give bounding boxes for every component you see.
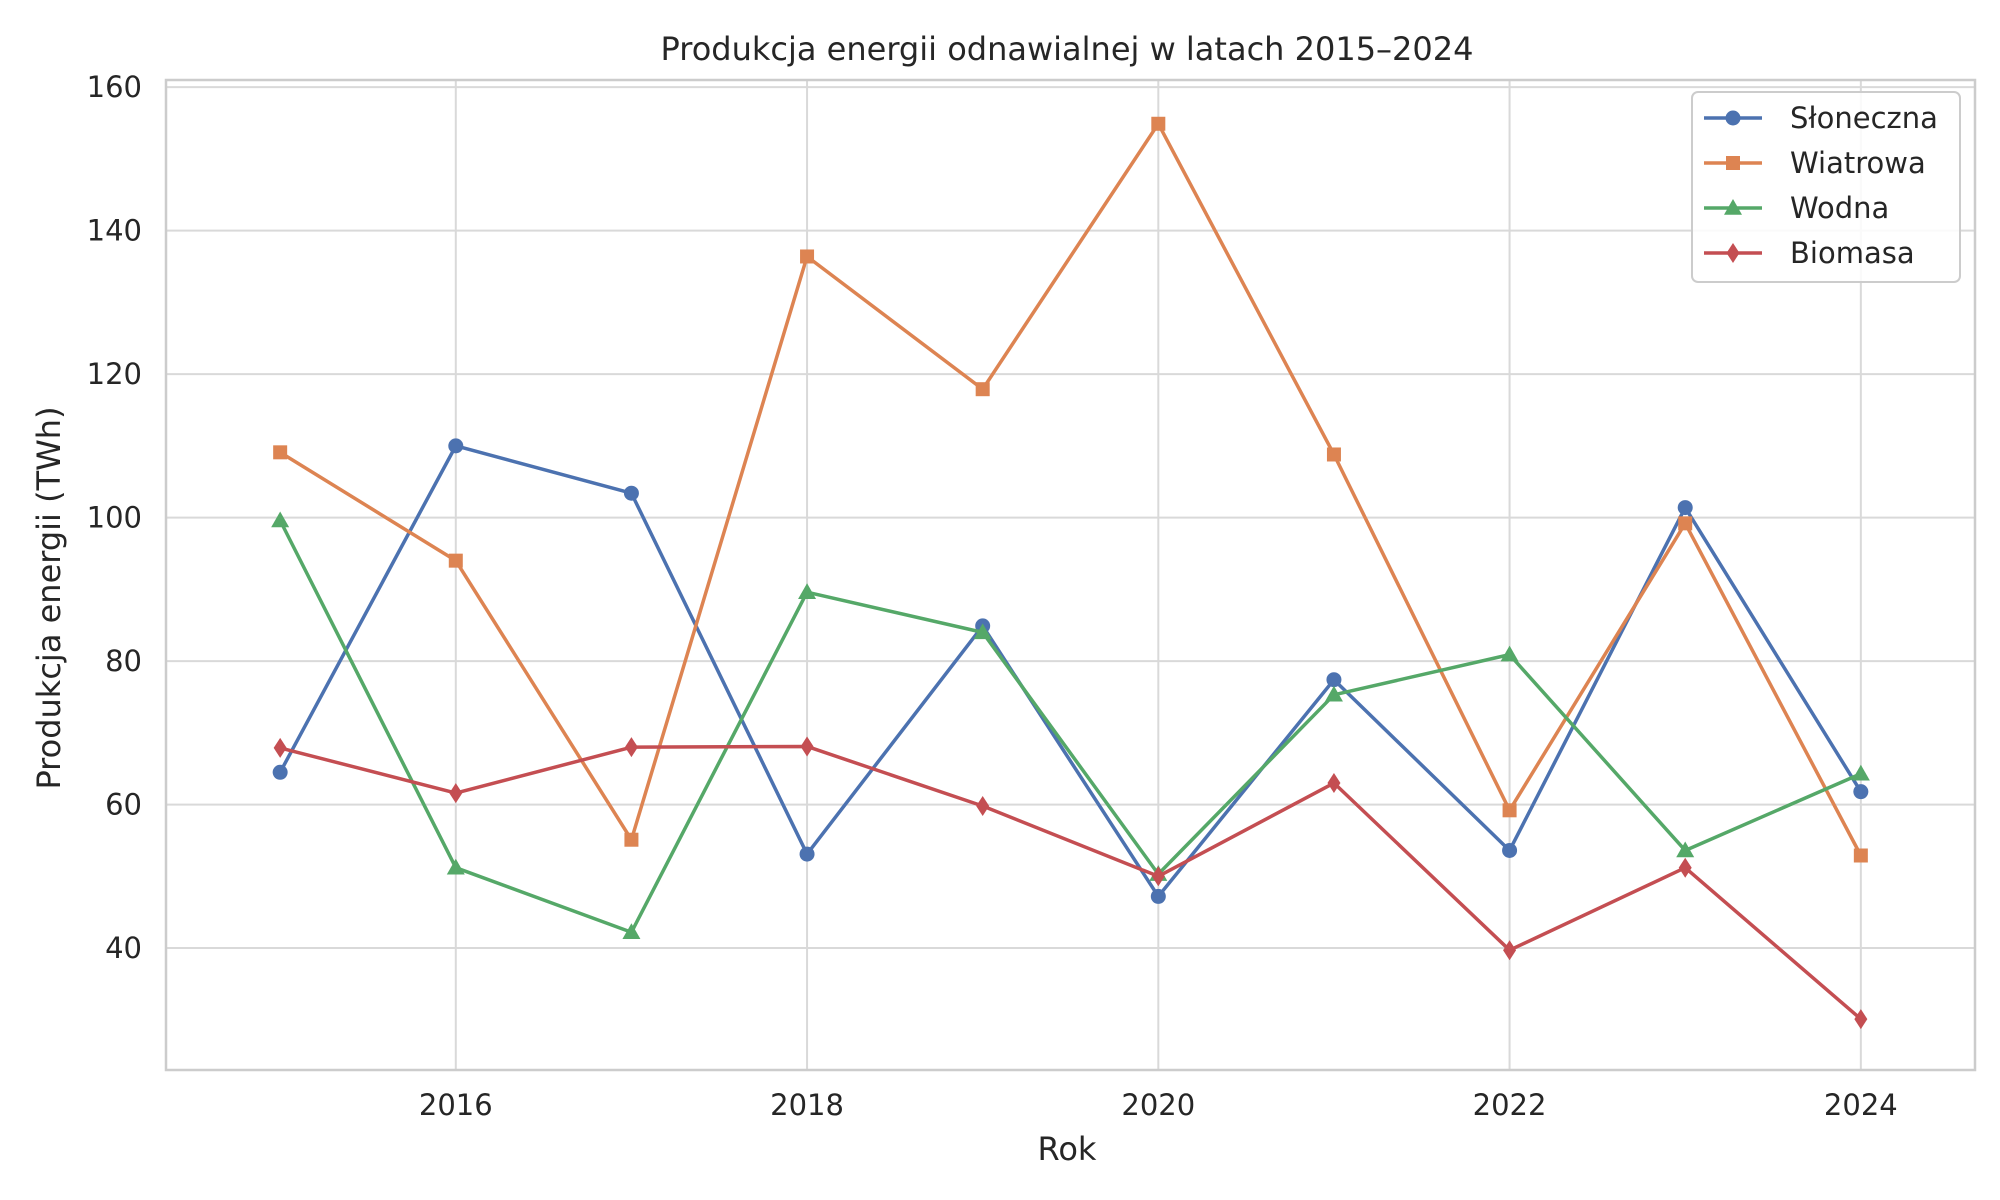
y-tick-label: 120: [87, 357, 142, 391]
legend-marker: [1724, 199, 1742, 215]
data-point: [1150, 888, 1166, 904]
data-point: [271, 511, 290, 528]
legend-item: Biomasa: [1704, 236, 1915, 270]
data-point: [446, 858, 465, 875]
data-point: [800, 249, 815, 264]
x-tick-label: 2022: [1473, 1088, 1547, 1122]
x-axis-ticks: 2016 2018 2020 2022 2024: [419, 1088, 1898, 1122]
data-point: [800, 736, 814, 757]
x-tick-label: 2016: [419, 1088, 493, 1122]
data-point: [623, 485, 639, 501]
y-tick-label: 140: [87, 214, 142, 248]
data-point: [272, 764, 288, 780]
legend-box: [1691, 91, 1961, 283]
series-square: [273, 116, 1868, 863]
y-tick-label: 100: [87, 501, 142, 535]
data-point: [1851, 764, 1870, 781]
series-layer: [271, 116, 1870, 1030]
x-axis-title: Rok: [1038, 1130, 1097, 1168]
data-point: [1677, 500, 1693, 516]
data-point: [1678, 516, 1693, 531]
data-point: [1324, 685, 1343, 702]
y-tick-label: 40: [105, 931, 142, 965]
data-point: [1502, 842, 1518, 858]
legend-label: Słoneczna: [1790, 101, 1938, 135]
y-axis-ticks: 40 60 80 100 120 140 160: [87, 70, 142, 965]
data-point: [1503, 940, 1517, 961]
data-point: [798, 583, 817, 599]
data-point: [1854, 1009, 1868, 1030]
y-tick-label: 60: [105, 788, 142, 822]
series-line: [279, 122, 1863, 857]
legend-label: Biomasa: [1790, 236, 1915, 270]
data-point: [975, 382, 990, 397]
data-point: [1853, 784, 1869, 800]
data-point: [1853, 848, 1868, 863]
x-tick-label: 2018: [770, 1088, 844, 1122]
data-point: [273, 737, 287, 758]
data-point: [1676, 841, 1695, 858]
series-line: [278, 519, 1862, 935]
data-point: [1500, 645, 1519, 662]
legend-marker: [1726, 243, 1740, 263]
legend-marker: [1725, 110, 1741, 126]
series-line: [279, 744, 1862, 1021]
chart-title: Produkcja energii odnawialnej w latach 2…: [661, 30, 1474, 68]
data-point: [624, 737, 638, 758]
data-point: [448, 438, 464, 454]
legend-label: Wodna: [1790, 191, 1889, 225]
legend-item: Słoneczna: [1704, 101, 1938, 135]
legend: Słoneczna Wiatrowa Wodna Biomasa: [1691, 91, 1961, 283]
data-point: [624, 832, 639, 847]
data-point: [622, 923, 641, 940]
data-point: [448, 553, 463, 568]
gridlines: [166, 80, 1975, 1070]
data-point: [1151, 116, 1166, 131]
data-point: [976, 796, 990, 816]
data-point: [1151, 866, 1165, 887]
legend-item: Wiatrowa: [1704, 146, 1926, 180]
x-tick-label: 2020: [1121, 1088, 1195, 1122]
y-tick-label: 160: [87, 70, 142, 104]
data-point: [1326, 447, 1341, 462]
data-point: [449, 783, 463, 804]
data-point: [1327, 773, 1341, 794]
series-triangle: [271, 511, 1870, 940]
legend-marker: [1726, 156, 1740, 170]
y-tick-label: 80: [105, 644, 142, 678]
data-point: [1326, 672, 1342, 688]
legend-label: Wiatrowa: [1790, 146, 1926, 180]
data-point: [1502, 803, 1517, 818]
series-diamond: [273, 736, 1868, 1030]
data-point: [799, 846, 815, 862]
y-axis-title: Produkcja energii (TWh): [30, 406, 68, 789]
data-point: [1678, 857, 1692, 878]
x-tick-label: 2024: [1824, 1088, 1898, 1122]
legend-item: Wodna: [1704, 191, 1889, 225]
plot-area-frame: [164, 78, 1977, 1072]
series-line: [278, 444, 1863, 899]
data-point: [273, 445, 288, 460]
data-point: [973, 623, 992, 640]
